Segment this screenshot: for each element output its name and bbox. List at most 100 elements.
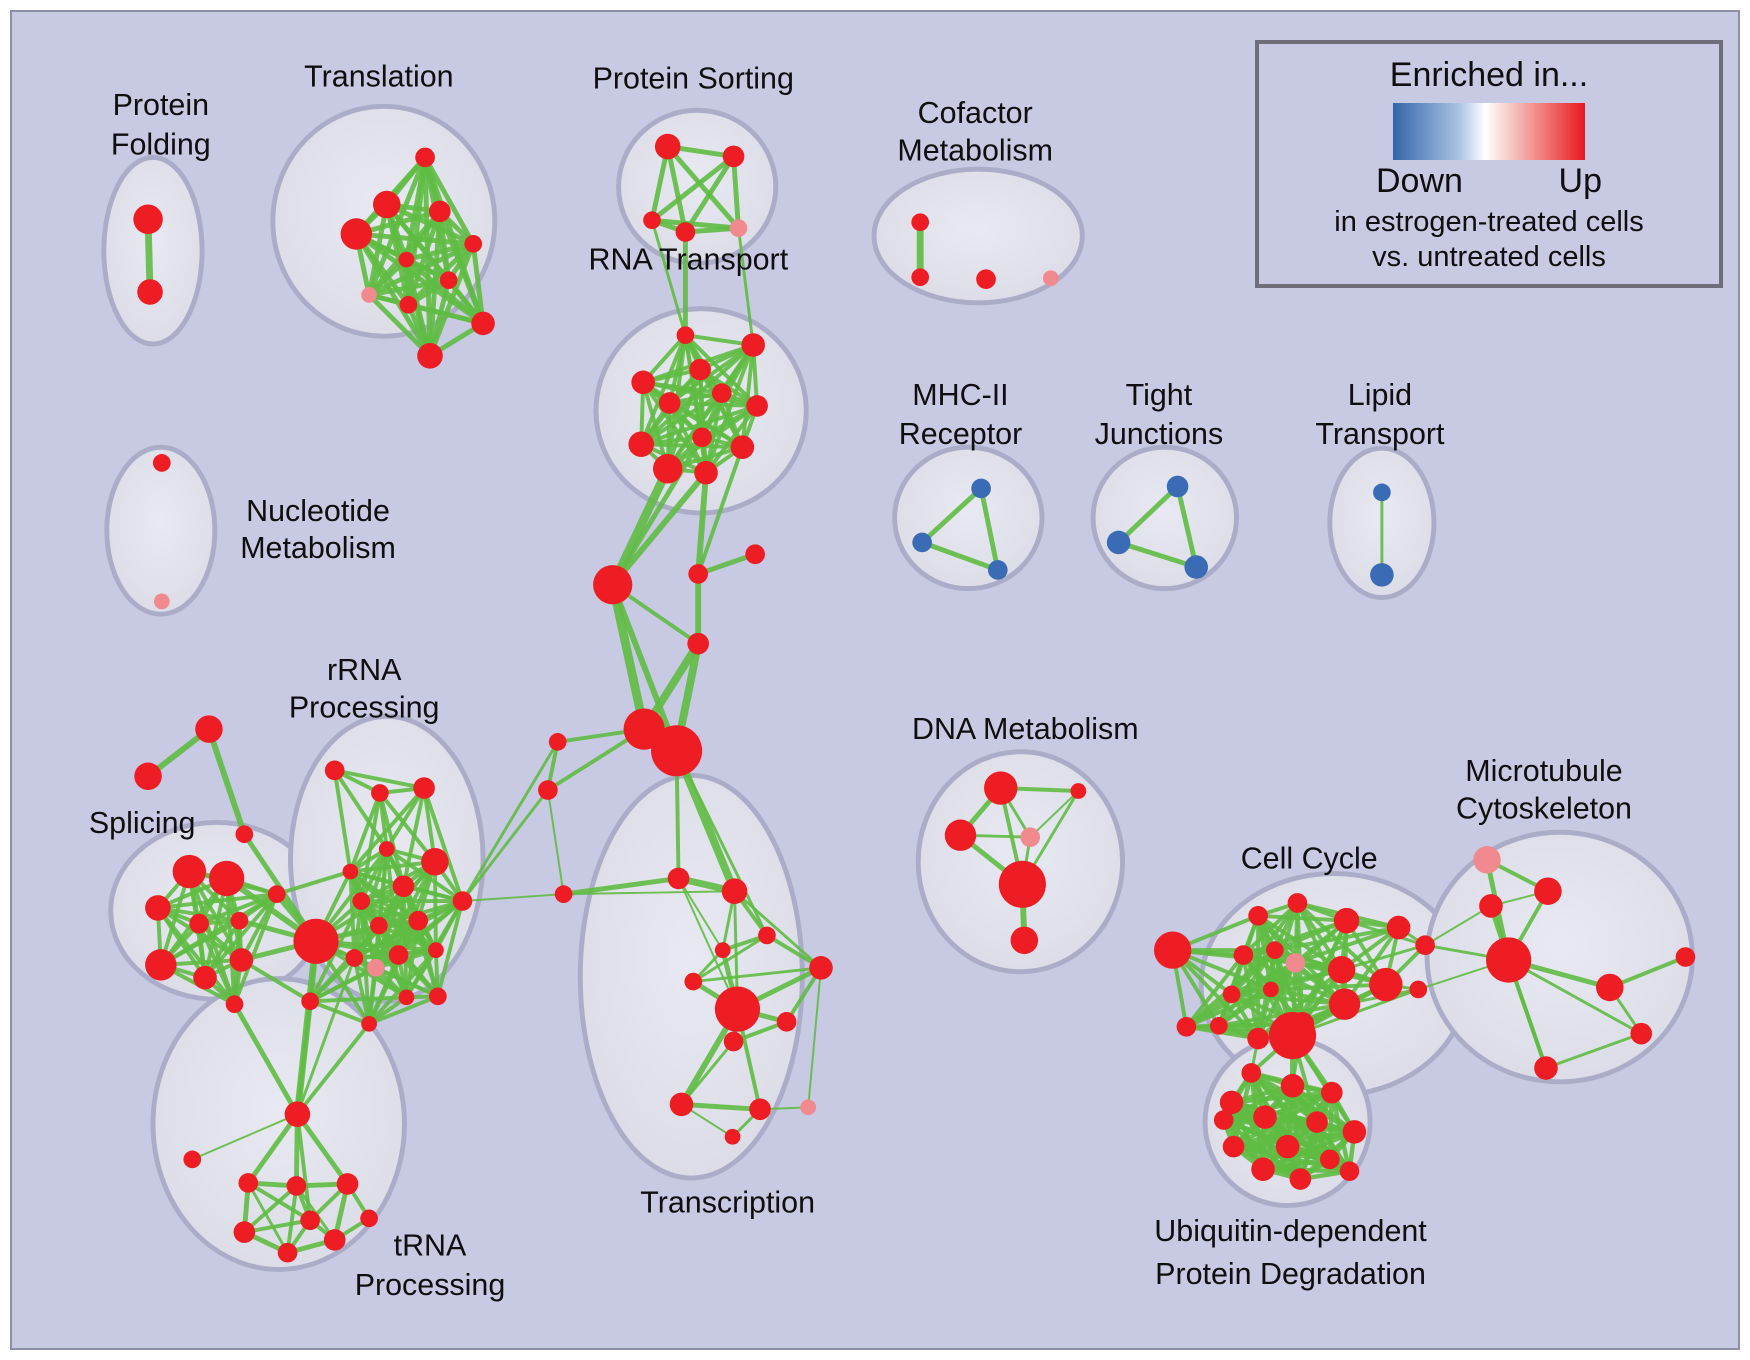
edge <box>295 956 356 1116</box>
gene-set-node <box>911 213 930 232</box>
edge <box>1229 992 1347 1007</box>
gene-set-node <box>399 295 418 314</box>
gene-set-node <box>1320 1149 1340 1170</box>
edge <box>1221 1117 1357 1135</box>
gene-set-node <box>749 1098 771 1121</box>
gene-set-node <box>1166 475 1189 498</box>
gene-set-node <box>1241 1063 1262 1083</box>
edge <box>641 380 708 475</box>
gene-set-node <box>238 1173 259 1193</box>
legend-down-label: Down <box>1376 162 1463 200</box>
gene-set-node <box>669 1092 694 1117</box>
gene-set-node <box>1596 973 1624 1002</box>
gene-set-node <box>745 544 765 565</box>
edge <box>740 343 756 450</box>
nodes-layer <box>133 133 1696 1263</box>
gene-set-node <box>654 133 681 160</box>
gene-set-node <box>323 1229 346 1251</box>
gene-set-node <box>746 395 768 417</box>
gene-set-node <box>300 1210 320 1231</box>
edge <box>246 1181 313 1223</box>
gene-set-node <box>741 333 765 357</box>
gene-set-node <box>1219 1090 1244 1115</box>
gene-set-node <box>1333 907 1360 934</box>
cluster-label-nm: Nucleotide Metabolism <box>240 494 396 565</box>
edge <box>649 153 736 223</box>
gene-set-node <box>1675 947 1696 967</box>
gene-set-node <box>1342 1120 1367 1144</box>
gene-set-node <box>694 460 718 485</box>
edge <box>308 999 372 1026</box>
gene-set-node <box>342 863 359 880</box>
gene-set-node <box>193 965 217 990</box>
edge <box>650 218 687 337</box>
gene-set-node <box>628 431 654 458</box>
gene-set-node <box>538 780 558 800</box>
edge <box>437 208 486 326</box>
gene-set-node <box>417 343 443 369</box>
edge <box>1029 790 1080 839</box>
cluster-label-lt: Lipid Transport <box>1315 378 1445 451</box>
legend-caption-line1: in estrogen-treated cells <box>1334 206 1644 238</box>
gene-set-node <box>277 1242 298 1263</box>
gene-set-node <box>714 942 731 959</box>
edge <box>680 1040 736 1106</box>
gene-set-node <box>388 945 409 965</box>
gene-set-node <box>1251 1157 1275 1181</box>
gene-set-node <box>195 715 223 743</box>
edge <box>366 257 409 298</box>
cluster-well-tn <box>150 976 407 1272</box>
gene-set-node <box>800 1099 817 1116</box>
labels-layer: Protein Folding Translation Protein Sorting… <box>89 60 1632 1302</box>
edge <box>432 859 438 953</box>
gene-set-node <box>676 326 695 345</box>
gene-set-node <box>1247 1027 1269 1050</box>
edge <box>1272 918 1349 953</box>
gene-set-node <box>688 564 708 584</box>
gene-set-node <box>667 867 690 890</box>
gene-set-node <box>1320 1081 1343 1104</box>
edge <box>348 859 437 874</box>
gene-set-node <box>229 948 254 972</box>
gene-set-node <box>1289 1168 1312 1190</box>
gene-set-node <box>593 565 633 605</box>
gene-set-node <box>429 987 447 1006</box>
edge <box>665 144 741 231</box>
edge <box>239 958 313 1004</box>
edge <box>353 231 476 247</box>
gene-set-node <box>392 875 415 898</box>
edge <box>1345 919 1427 947</box>
gene-set-node <box>1176 1016 1197 1037</box>
cluster-label-pf: Protein Folding <box>111 88 211 161</box>
gene-set-node <box>729 219 748 237</box>
edge <box>978 485 1001 573</box>
legend-caption-line2: vs. untreated cells <box>1372 241 1606 273</box>
cluster-label-tj: Tight Junctions <box>1095 378 1224 451</box>
gene-set-node <box>373 190 401 219</box>
gene-set-node <box>1070 783 1087 799</box>
edge <box>1221 1117 1303 1182</box>
gene-set-node <box>361 287 377 303</box>
edge <box>422 154 476 247</box>
edge <box>691 966 823 984</box>
gene-set-node <box>1306 1111 1328 1133</box>
gene-set-node <box>1630 1022 1653 1045</box>
edge <box>610 434 705 588</box>
gene-set-node <box>1010 926 1039 955</box>
gene-set-node <box>1209 1016 1228 1035</box>
edge <box>461 893 565 903</box>
edge <box>695 469 709 577</box>
edge <box>206 726 248 838</box>
gene-set-node <box>1370 563 1394 587</box>
gene-set-node <box>1265 941 1284 959</box>
gene-set-node <box>776 1012 797 1032</box>
edge <box>1229 1090 1335 1105</box>
gene-set-node <box>471 311 495 336</box>
edge <box>367 965 378 1026</box>
gene-set-node <box>651 725 703 777</box>
gene-set-node <box>971 478 991 499</box>
gene-set-node <box>1415 935 1435 956</box>
edge <box>1340 943 1427 972</box>
edge <box>704 403 760 475</box>
cluster-label-tx: Transcription <box>640 1185 815 1219</box>
